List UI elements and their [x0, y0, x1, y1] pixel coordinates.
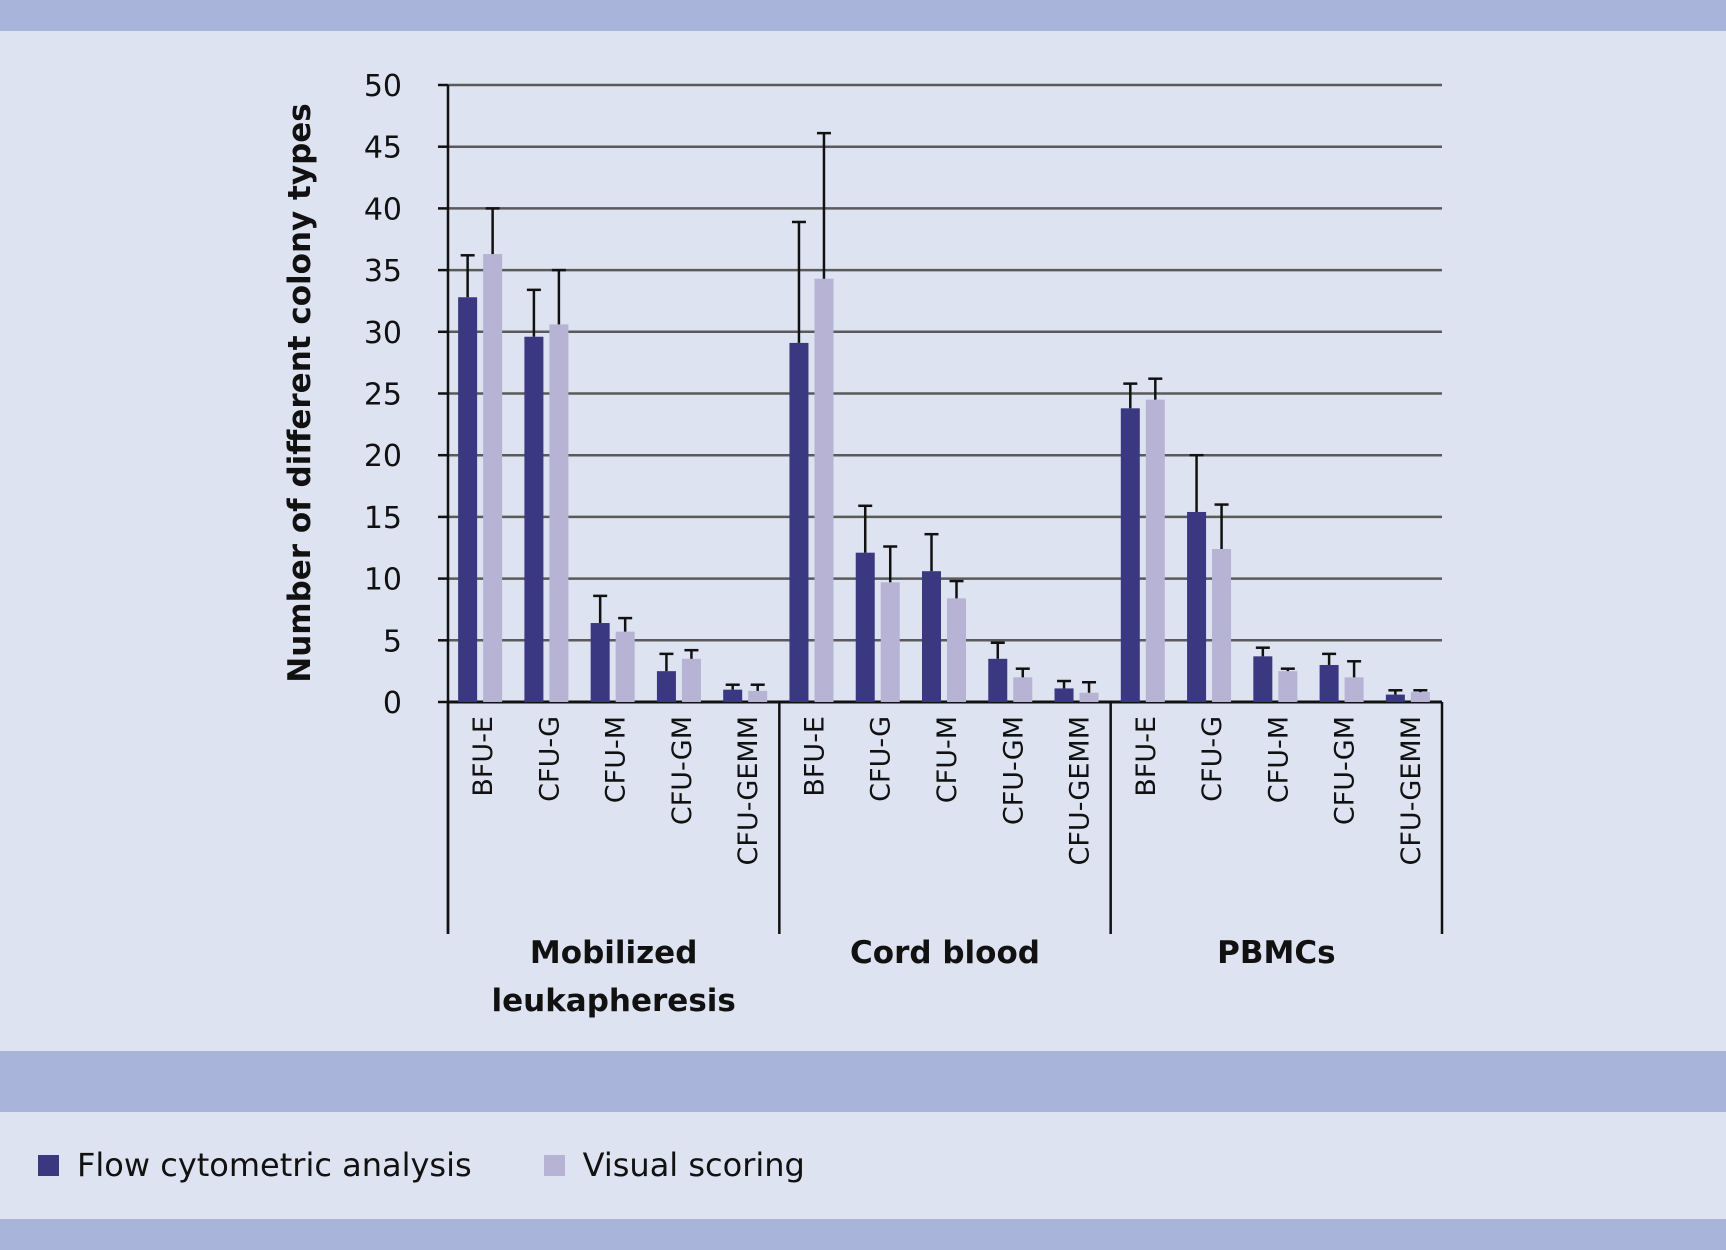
- y-tick-label: 25: [364, 378, 402, 413]
- y-tick-label: 50: [364, 69, 402, 104]
- category-label: CFU-GM: [998, 716, 1029, 825]
- bar-flow: [590, 623, 610, 702]
- category-label: CFU-M: [1263, 716, 1294, 803]
- legend: Flow cytometric analysis Visual scoring: [38, 1146, 877, 1184]
- category-label: CFU-M: [932, 716, 963, 803]
- bar-visual: [615, 631, 635, 702]
- category-label: CFU-GEMM: [733, 716, 764, 865]
- bar-flow: [1054, 688, 1074, 702]
- y-tick-label: 30: [364, 316, 402, 351]
- top-band: [0, 0, 1726, 31]
- middle-band: [0, 1051, 1726, 1112]
- y-tick-label: 35: [364, 254, 402, 289]
- category-label: CFU-M: [601, 716, 632, 803]
- bar-visual: [814, 278, 834, 702]
- y-tick-label: 45: [364, 131, 402, 166]
- category-label: BFU-E: [1131, 716, 1162, 797]
- bar-flow: [988, 658, 1008, 702]
- legend-item-flow: Flow cytometric analysis: [38, 1146, 472, 1184]
- y-axis-title: Number of different colony types: [282, 103, 318, 683]
- category-label: CFU-G: [1197, 716, 1228, 802]
- y-tick-label: 40: [364, 192, 402, 227]
- legend-swatch-flow: [38, 1154, 59, 1176]
- legend-label-visual: Visual scoring: [582, 1146, 805, 1184]
- bar-visual: [1013, 677, 1033, 702]
- y-tick-label: 10: [364, 563, 402, 598]
- category-label: CFU-G: [534, 716, 565, 802]
- y-tick-label: 5: [383, 624, 402, 659]
- bar-flow: [458, 297, 478, 702]
- category-label: CFU-GM: [667, 716, 698, 825]
- group-label: PBMCs: [1217, 935, 1335, 971]
- bar-visual: [681, 658, 701, 702]
- group-label: Cord blood: [850, 935, 1040, 971]
- category-label: CFU-G: [866, 716, 897, 802]
- bar-flow: [922, 571, 941, 702]
- bar-flow: [1385, 694, 1405, 702]
- bar-visual: [947, 598, 966, 702]
- bar-visual: [748, 690, 768, 702]
- category-label: CFU-GEMM: [1065, 716, 1096, 865]
- bar-flow: [656, 671, 676, 702]
- group-label: leukapheresis: [491, 983, 735, 1019]
- bar-flow: [524, 336, 544, 702]
- bar-visual: [1079, 692, 1099, 702]
- group-label: Mobilized: [530, 935, 697, 971]
- bar-visual: [1278, 671, 1298, 702]
- bar-visual: [1212, 548, 1232, 702]
- bar-flow: [723, 689, 743, 702]
- category-label: BFU-E: [799, 716, 830, 797]
- y-tick-label: 0: [383, 686, 402, 721]
- legend-item-visual: Visual scoring: [543, 1146, 805, 1184]
- bar-flow: [855, 552, 875, 702]
- legend-label-flow: Flow cytometric analysis: [77, 1146, 472, 1184]
- bottom-band: [0, 1219, 1726, 1250]
- bar-visual: [880, 582, 900, 702]
- legend-swatch-visual: [543, 1154, 565, 1176]
- y-tick-label: 15: [364, 501, 402, 536]
- bar-flow: [1253, 656, 1273, 702]
- bar-flow: [1120, 408, 1140, 702]
- bar-flow: [789, 342, 809, 702]
- category-label: CFU-GEMM: [1396, 716, 1427, 865]
- bar-flow: [1187, 511, 1207, 702]
- bar-flow: [1319, 664, 1339, 702]
- category-label: BFU-E: [468, 716, 499, 797]
- bar-visual: [1410, 692, 1430, 702]
- bar-visual: [1344, 677, 1364, 702]
- bar-visual: [549, 324, 569, 702]
- y-tick-label: 20: [364, 439, 402, 474]
- bar-visual: [1145, 399, 1165, 702]
- bar-visual: [483, 254, 503, 703]
- category-label: CFU-GM: [1330, 716, 1361, 825]
